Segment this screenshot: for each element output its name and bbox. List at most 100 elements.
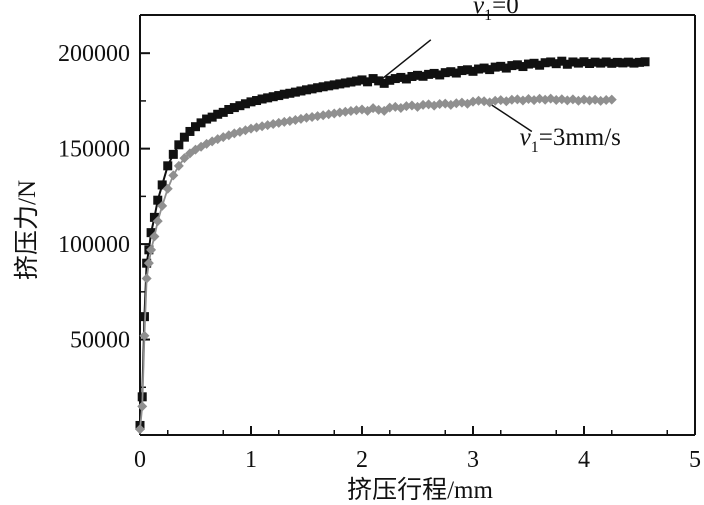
data-point (252, 96, 262, 106)
data-point (635, 57, 644, 67)
data-point (240, 125, 251, 136)
data-point (501, 63, 511, 73)
data-point (149, 231, 160, 242)
data-point (407, 71, 417, 81)
data-point (224, 105, 234, 114)
data-point (385, 75, 395, 85)
data-point (351, 76, 361, 86)
y-axis-title: 挤压力/N (13, 180, 41, 280)
data-point (507, 61, 517, 71)
y-tick-label: 50000 (70, 328, 130, 354)
data-point (379, 78, 389, 88)
data-point (612, 57, 622, 67)
data-point (606, 94, 617, 105)
data-point (207, 112, 217, 122)
series-annotation-label: v1=3mm/s (520, 124, 621, 156)
data-point (524, 59, 533, 69)
data-point (429, 68, 439, 78)
y-tick-label: 100000 (58, 232, 130, 258)
data-point (246, 97, 256, 107)
annotation-subscript: 1 (484, 7, 492, 24)
data-point (302, 85, 311, 95)
data-point (179, 153, 190, 164)
data-point (413, 70, 422, 80)
data-point (568, 57, 578, 67)
data-point (324, 81, 334, 91)
annotation-leader-line (381, 39, 432, 80)
data-point (179, 132, 189, 142)
annotation-symbol: v (473, 0, 485, 19)
data-point (485, 65, 495, 75)
data-point (143, 258, 154, 269)
data-point (579, 57, 589, 67)
data-point (390, 74, 400, 84)
data-point (274, 91, 284, 101)
x-tick-label: 1 (245, 447, 257, 473)
data-point (163, 161, 173, 171)
data-point (418, 71, 428, 81)
data-point (313, 83, 323, 93)
x-axis-title: 挤压行程/mm (347, 476, 493, 504)
data-point (601, 94, 612, 105)
x-tick-label: 0 (134, 447, 146, 473)
data-point (152, 216, 163, 227)
data-point (268, 92, 278, 102)
data-point (340, 78, 350, 88)
data-point (535, 60, 545, 70)
data-point (562, 59, 572, 69)
data-point (546, 57, 556, 67)
data-point (368, 74, 378, 84)
data-point (137, 401, 148, 412)
series-layer (135, 56, 650, 435)
data-point (162, 183, 173, 194)
data-point (173, 160, 184, 171)
data-point (374, 76, 384, 86)
y-tick-label: 200000 (58, 41, 130, 67)
annotations-layer: v1=0v1=3mm/s (381, 0, 621, 156)
data-point (506, 94, 517, 105)
data-point (213, 109, 223, 119)
data-point (149, 212, 159, 222)
data-point (496, 61, 506, 71)
data-point (279, 89, 289, 99)
data-point (135, 424, 145, 435)
y-tick-label: 150000 (58, 137, 130, 163)
x-tick-label: 5 (689, 447, 701, 473)
data-point (307, 84, 317, 94)
data-point (168, 170, 179, 181)
data-point (490, 62, 500, 72)
data-point (623, 57, 633, 67)
series-group (135, 56, 650, 430)
annotation-leader-line (491, 104, 533, 133)
data-point (240, 99, 250, 109)
data-point (196, 118, 206, 128)
data-point (357, 75, 367, 85)
data-point (218, 107, 228, 117)
series-annotation-label: v1=0 (473, 0, 519, 24)
x-tick-label: 4 (578, 447, 590, 473)
data-point (468, 66, 478, 76)
data-point (168, 149, 178, 159)
data-point (185, 126, 195, 136)
data-point (629, 58, 639, 68)
data-point (446, 67, 456, 77)
data-point (157, 180, 167, 190)
data-point (590, 57, 600, 67)
data-point (585, 58, 595, 68)
data-point (346, 77, 356, 87)
series-annotation: v1=3mm/s (491, 104, 621, 156)
data-point (141, 273, 152, 284)
data-point (363, 77, 373, 87)
data-point (435, 70, 445, 80)
data-point (424, 69, 434, 79)
data-point (462, 65, 472, 75)
data-point (396, 72, 406, 82)
data-point (518, 62, 528, 72)
data-point (290, 87, 300, 97)
data-point (601, 57, 611, 67)
series-annotation: v1=0 (381, 0, 519, 80)
annotation-rest: =3mm/s (539, 124, 621, 151)
data-point (296, 86, 306, 96)
